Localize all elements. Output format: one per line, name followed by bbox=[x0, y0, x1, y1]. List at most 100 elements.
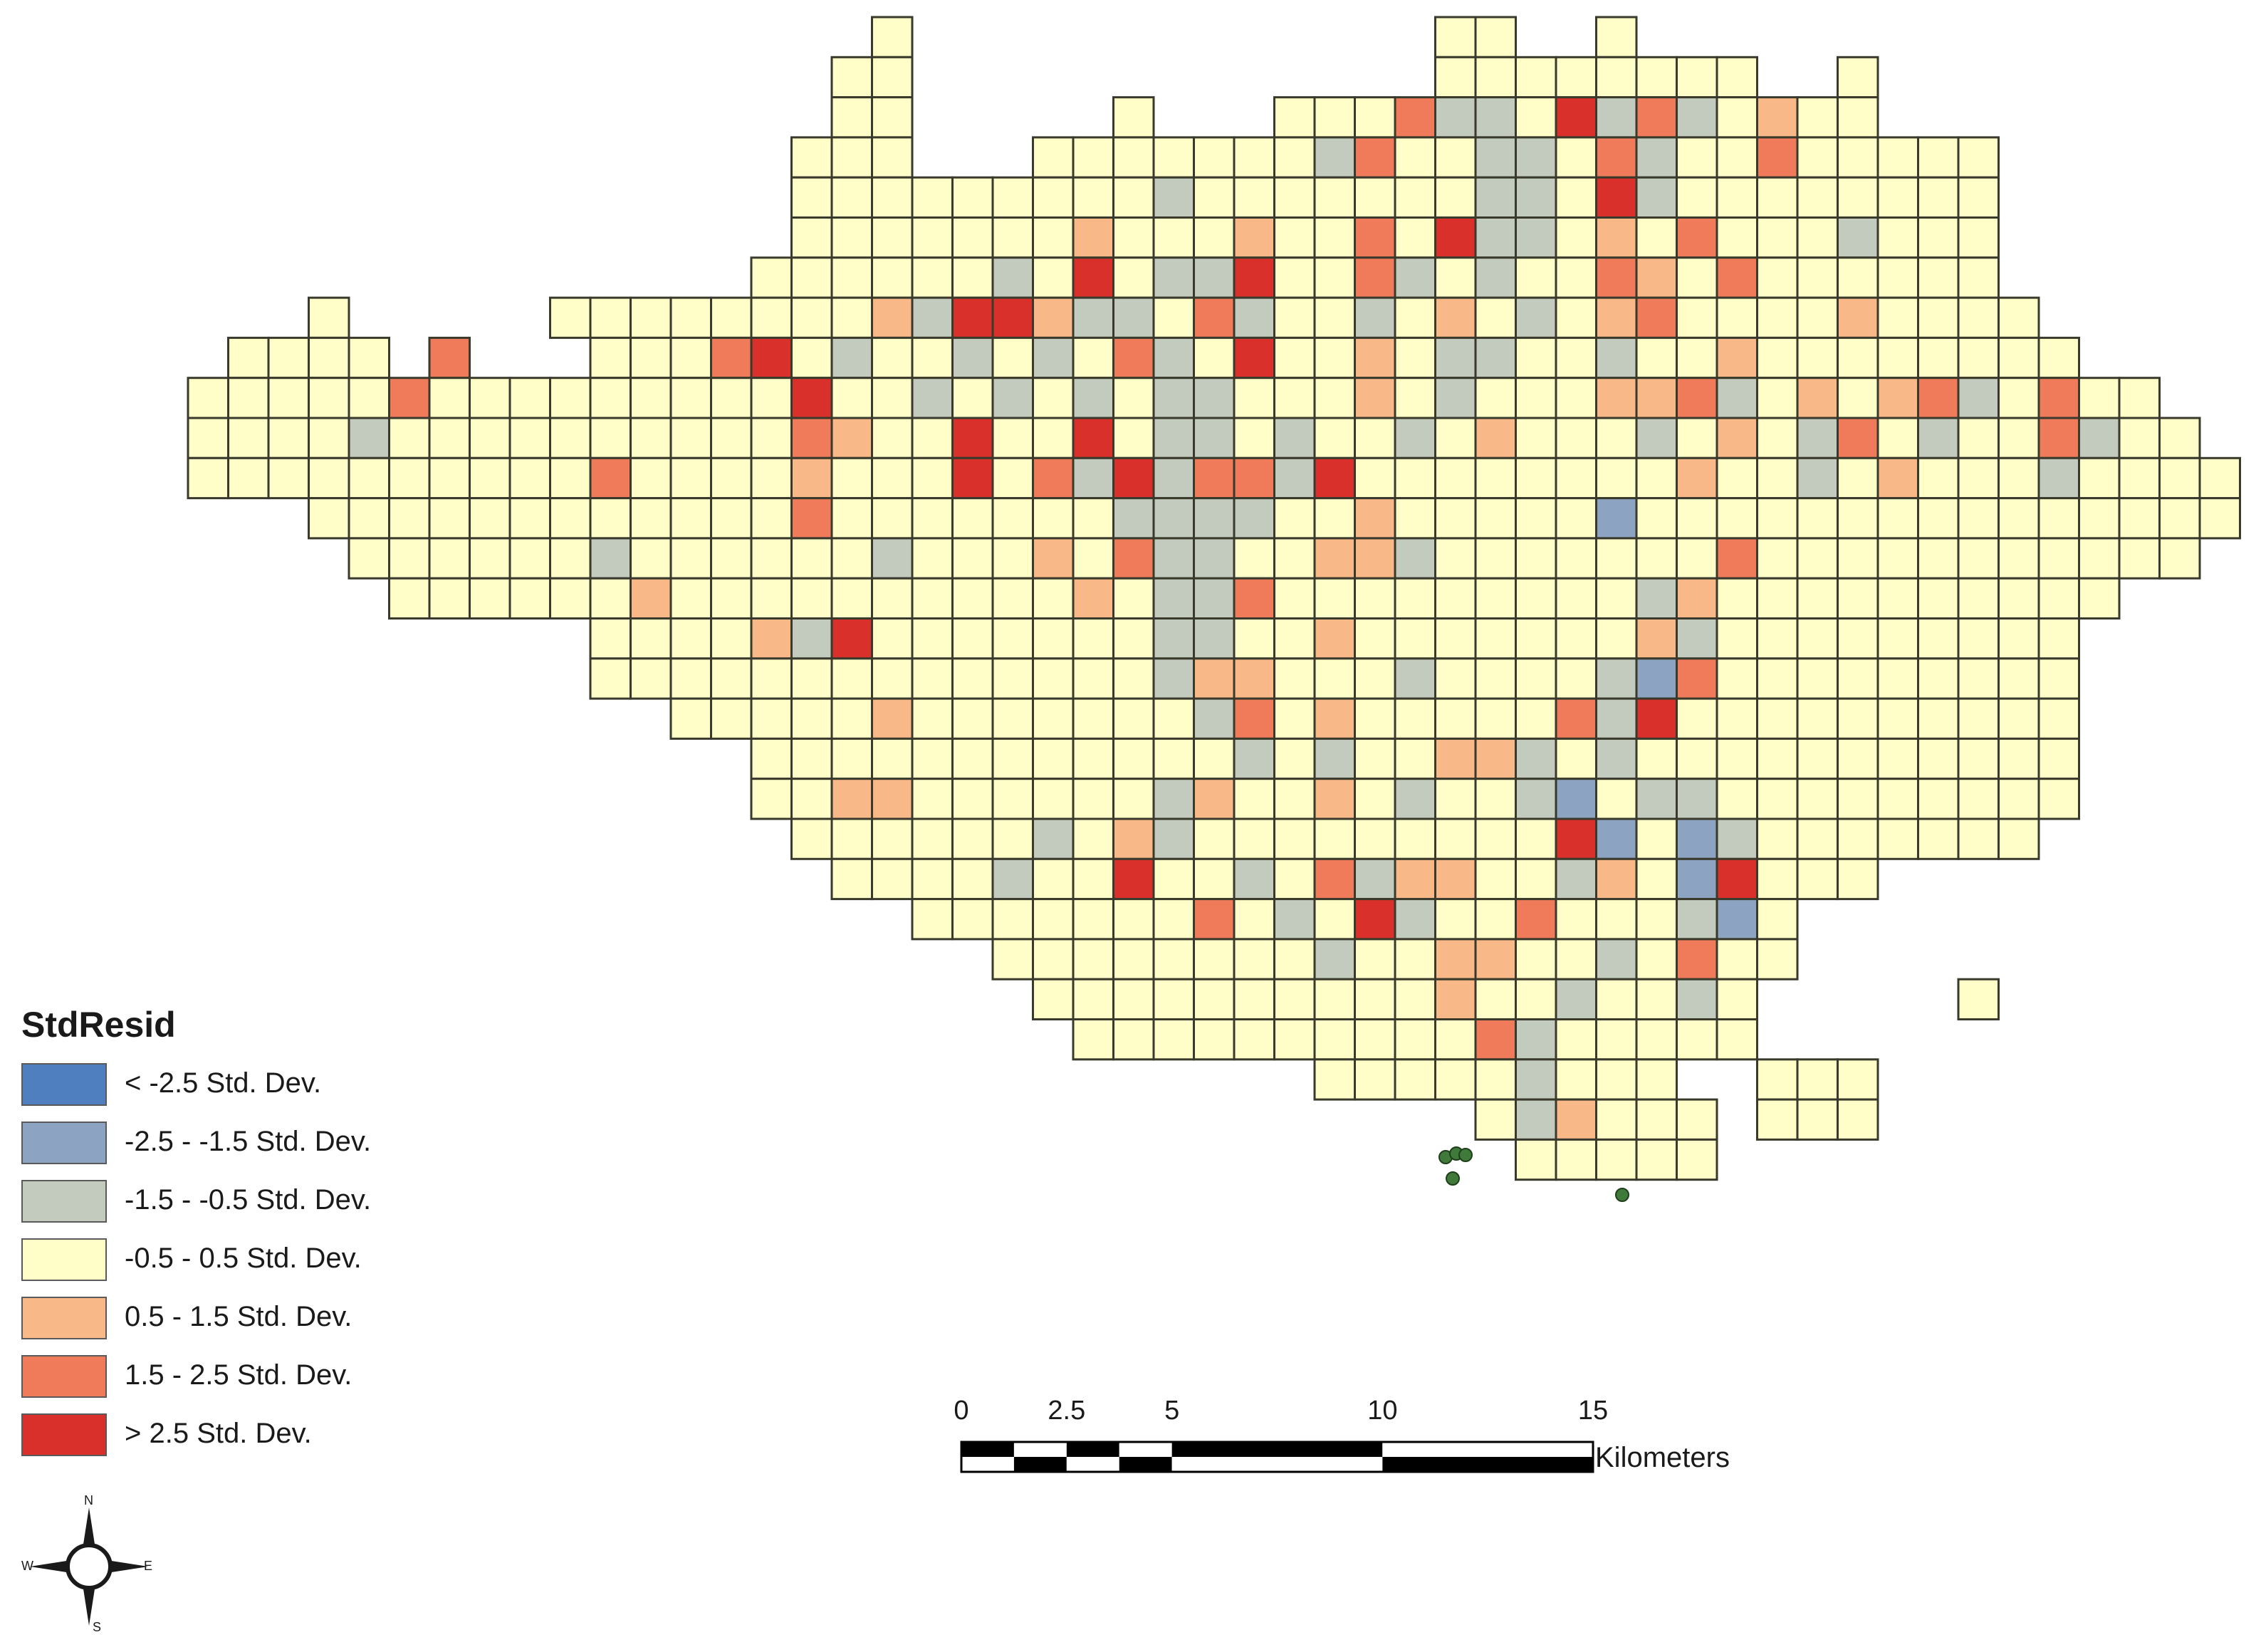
grid-cell bbox=[1354, 938, 1396, 981]
grid-cell bbox=[1152, 817, 1195, 860]
grid-cell bbox=[1233, 336, 1275, 380]
grid-cell bbox=[1957, 657, 2000, 700]
grid-cell bbox=[2037, 737, 2080, 780]
grid-cell bbox=[2037, 617, 2080, 660]
grid-cell bbox=[1635, 697, 1678, 740]
grid-cell bbox=[1635, 176, 1678, 219]
grid-cell bbox=[1112, 737, 1155, 780]
grid-cell bbox=[1917, 296, 1960, 339]
grid-cell bbox=[1152, 1018, 1195, 1061]
grid-cell bbox=[2158, 497, 2201, 540]
grid-cell bbox=[1555, 377, 1597, 419]
grid-cell bbox=[991, 577, 1034, 620]
grid-cell bbox=[991, 256, 1034, 299]
grid-cell bbox=[2037, 577, 2080, 620]
grid-cell bbox=[1434, 336, 1477, 380]
grid-cell bbox=[2037, 657, 2080, 700]
grid-cell bbox=[187, 377, 229, 419]
grid-cell bbox=[1434, 898, 1477, 941]
scale-bar-segment bbox=[961, 1442, 1014, 1457]
grid-cell bbox=[2118, 497, 2161, 540]
grid-cell bbox=[1957, 537, 2000, 580]
grid-cell bbox=[1635, 1138, 1678, 1181]
grid-cell bbox=[1555, 978, 1597, 1020]
grid-cell bbox=[871, 857, 914, 901]
scale-bar-segment bbox=[1382, 1457, 1593, 1472]
grid-cell bbox=[1474, 336, 1517, 380]
grid-cell bbox=[1796, 1098, 1839, 1141]
grid-cell bbox=[1474, 216, 1517, 259]
scale-bar-segment bbox=[1171, 1457, 1383, 1472]
grid-cell bbox=[1072, 737, 1114, 780]
grid-cell bbox=[1112, 336, 1155, 380]
grid-cell bbox=[1635, 577, 1678, 620]
grid-cell bbox=[2037, 377, 2080, 419]
grid-cell bbox=[1917, 617, 1960, 660]
grid-cell bbox=[1394, 136, 1436, 179]
grid-cell bbox=[1112, 697, 1155, 740]
compass-letter-n: N bbox=[84, 1493, 93, 1507]
grid-cell bbox=[911, 898, 954, 941]
grid-cell bbox=[1313, 176, 1356, 219]
grid-cell bbox=[1313, 96, 1356, 139]
legend-label: > 2.5 Std. Dev. bbox=[125, 1418, 312, 1449]
grid-cell bbox=[871, 336, 914, 380]
grid-cell bbox=[1998, 817, 2040, 860]
grid-cell bbox=[790, 417, 833, 459]
grid-cell bbox=[1635, 657, 1678, 700]
grid-cell bbox=[871, 497, 914, 540]
grid-cell bbox=[1474, 136, 1517, 179]
grid-cell bbox=[1515, 336, 1557, 380]
legend-swatch bbox=[21, 1063, 107, 1106]
grid-cell bbox=[227, 417, 270, 459]
grid-cell bbox=[1072, 577, 1114, 620]
grid-cell bbox=[348, 456, 390, 500]
grid-cell bbox=[1434, 377, 1477, 419]
grid-cell bbox=[589, 417, 632, 459]
grid-cell bbox=[1313, 497, 1356, 540]
grid-cell bbox=[1112, 617, 1155, 660]
grid-cell bbox=[1515, 377, 1557, 419]
grid-cell bbox=[1635, 256, 1678, 299]
grid-cell bbox=[630, 617, 672, 660]
scale-bar-segment bbox=[961, 1457, 1014, 1472]
grid-cell bbox=[1515, 417, 1557, 459]
grid-cell bbox=[1354, 617, 1396, 660]
grid-cell bbox=[790, 256, 833, 299]
grid-cell bbox=[1112, 216, 1155, 259]
grid-cell bbox=[1354, 697, 1396, 740]
grid-cell bbox=[630, 577, 672, 620]
grid-cell bbox=[1434, 176, 1477, 219]
grid-cell bbox=[1434, 737, 1477, 780]
grid-cell bbox=[951, 697, 994, 740]
grid-cell bbox=[1837, 256, 1879, 299]
grid-cell bbox=[1635, 817, 1678, 860]
grid-cell bbox=[1837, 1098, 1879, 1141]
grid-cell bbox=[1032, 617, 1075, 660]
grid-cell bbox=[1515, 497, 1557, 540]
scale-tick-label: 10 bbox=[1367, 1396, 1398, 1426]
grid-cell bbox=[1796, 336, 1839, 380]
grid-cell bbox=[790, 577, 833, 620]
grid-cell bbox=[669, 697, 712, 740]
legend-title: StdResid bbox=[21, 1005, 176, 1045]
grid-cell bbox=[951, 817, 994, 860]
grid-cell bbox=[1837, 577, 1879, 620]
grid-cell bbox=[1354, 1018, 1396, 1061]
grid-cell bbox=[1595, 617, 1638, 660]
grid-cell bbox=[1193, 377, 1236, 419]
grid-cell bbox=[1716, 657, 1758, 700]
grid-cell bbox=[2037, 778, 2080, 820]
scale-bar-segment bbox=[1119, 1457, 1172, 1472]
grid-cell bbox=[1273, 697, 1316, 740]
legend-swatch bbox=[21, 1355, 107, 1398]
grid-cell bbox=[790, 737, 833, 780]
grid-cell bbox=[1837, 657, 1879, 700]
grid-cell bbox=[549, 296, 592, 339]
grid-cell bbox=[1394, 537, 1436, 580]
grid-cell bbox=[1072, 1018, 1114, 1061]
grid-cell bbox=[1796, 216, 1839, 259]
grid-cell bbox=[750, 336, 793, 380]
grid-cell bbox=[1273, 256, 1316, 299]
